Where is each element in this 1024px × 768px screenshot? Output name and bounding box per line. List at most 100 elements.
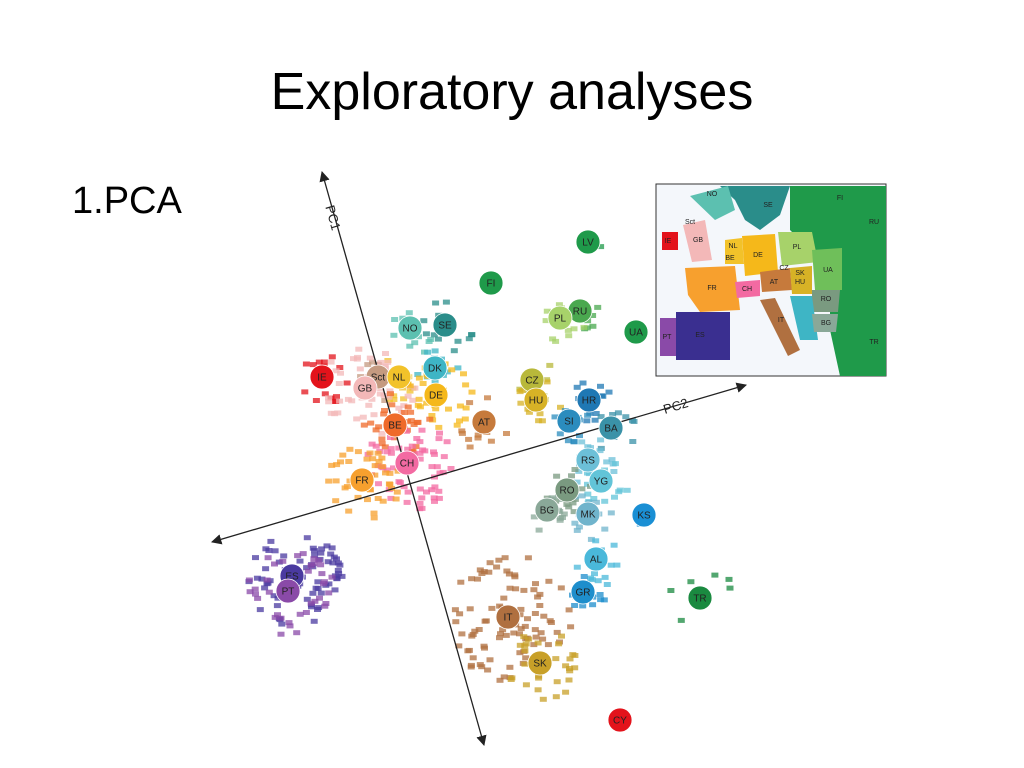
scatter-dot [448,367,456,373]
scatter-dot [530,587,538,593]
scatter-dot [589,602,597,608]
pc2-axis [211,382,747,545]
scatter-dot [583,418,591,424]
centroid-label: RU [573,307,587,318]
map-label: GB [693,237,703,244]
scatter-dot [520,634,528,640]
scatter-dot [309,590,317,596]
map-label: FI [837,195,843,202]
scatter-dot [364,497,371,503]
map-label: Sct [685,219,695,226]
scatter-dot [365,402,373,408]
scatter-dot [501,555,509,561]
map-label: NL [729,243,738,250]
scatter-dot [591,571,598,577]
scatter-dot [307,600,315,606]
scatter-dot [456,403,464,409]
scatter-dot [395,445,403,451]
scatter-dot [328,354,336,360]
scatter-dot [246,589,254,595]
scatter-dot [462,382,470,388]
scatter-dot [610,542,618,548]
scatter-dot [597,437,605,443]
scatter-dot [310,556,318,562]
map-region [720,186,790,230]
scatter-dot [525,636,533,642]
scatter-dot [380,411,388,417]
scatter-dot [332,498,340,504]
scatter-dot [530,642,538,648]
scatter-dot [522,655,530,661]
centroid-label: CH [400,459,414,470]
scatter-dot [486,657,494,663]
centroid-marker [309,364,335,390]
map-label: TR [869,339,878,346]
scatter-dot [325,478,333,484]
scatter-dot [607,510,615,516]
scatter-dot [428,464,436,470]
map-region [676,312,730,360]
centroid-marker [394,450,420,476]
scatter-dot [539,636,547,642]
scatter-dot [407,409,415,415]
scatter-dot [517,626,525,632]
scatter-dot [356,366,364,372]
bullet-list: 1.PCA [72,180,182,223]
scatter-dot [667,588,675,593]
map-label: FR [707,285,716,292]
scatter-dot [484,395,491,401]
map-label: NO [707,191,718,198]
scatter-dot [450,348,458,354]
scatter-dot [495,557,503,563]
scatter-dot [355,346,363,352]
map-label: UA [823,267,833,274]
scatter-dot [325,399,333,405]
scatter-dot [371,463,379,469]
scatter-dot [469,655,477,661]
centroid-label: KS [637,511,651,522]
scatter-dot [506,585,514,591]
scatter-dot [505,571,513,577]
scatter-dot [277,615,285,621]
centroid-label: GR [576,588,591,599]
scatter-dot [573,384,581,390]
scatter-dot [325,590,333,596]
scatter-dot [303,565,311,571]
scatter-dot [502,632,510,638]
scatter-dot [468,633,476,639]
scatter-dot [485,569,493,575]
centroid-marker [471,409,497,435]
scatter-dot [270,593,278,599]
scatter-dot [332,368,340,374]
scatter-dot [341,485,349,491]
centroid-marker [397,315,423,341]
map-label: PL [793,244,802,251]
scatter-dot [436,430,443,436]
scatter-dot [517,400,525,406]
scatter-dot [318,571,326,577]
scatter-dot [296,611,304,617]
scatter-dot [512,586,520,592]
centroid-marker [607,707,633,733]
centroid-label: CZ [525,376,538,387]
scatter-dot [569,652,577,658]
scatter-dot [303,596,311,602]
centroid-marker [423,382,449,408]
map-region [660,318,676,356]
scatter-dot [285,620,293,626]
scatter-dot [546,618,554,624]
scatter-dot [535,527,543,533]
map-label: ES [695,332,705,339]
scatter-dot [273,603,281,609]
scatter-dot [474,576,481,582]
centroid-marker [598,415,624,441]
scatter-dot [522,682,530,688]
scatter-dot [312,398,320,403]
scatter-dot [587,575,594,581]
scatter-dot [597,597,605,603]
scatter-dot [558,633,565,639]
scatter-dot [328,462,336,468]
map-label: SE [763,202,773,209]
scatter-dot [278,621,286,627]
scatter-dot [251,586,259,592]
